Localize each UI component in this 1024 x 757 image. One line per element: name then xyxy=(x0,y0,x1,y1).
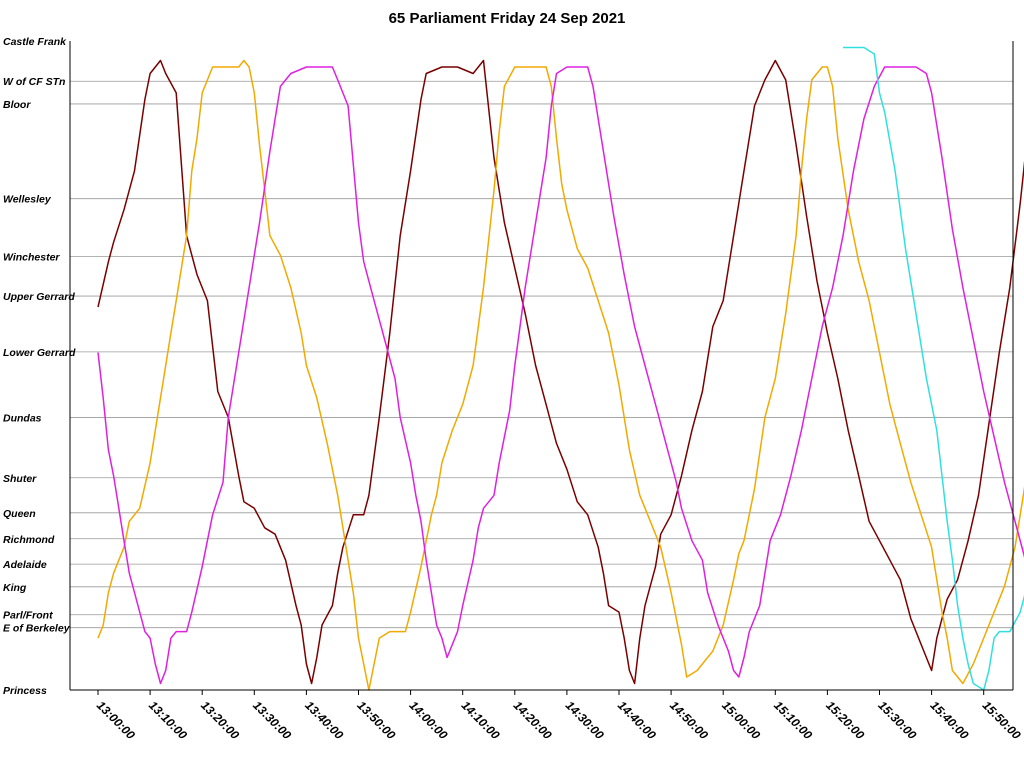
trip-line-magenta xyxy=(97,66,1024,685)
stop-label: Shuter xyxy=(3,473,37,485)
x-tick-label: 13:10:00 xyxy=(146,698,190,742)
trip-line-orange xyxy=(97,59,1024,691)
x-tick-label: 13:00:00 xyxy=(94,698,138,742)
x-tick-label: 15:10:00 xyxy=(771,698,815,742)
stop-label: Castle Frank xyxy=(3,36,67,48)
x-tick-label: 13:50:00 xyxy=(354,698,398,742)
stop-label: Lower Gerrard xyxy=(3,347,76,359)
x-tick-label: 14:40:00 xyxy=(615,698,659,742)
x-tick-label: 14:10:00 xyxy=(459,698,503,742)
stop-label: Richmond xyxy=(3,534,55,546)
stop-labels: Castle Frank W of CF STn Bloor Wellesley Win… xyxy=(2,36,76,697)
trip-line-cyan xyxy=(843,46,1024,691)
x-tick-label: 14:30:00 xyxy=(563,698,607,742)
x-tick-label: 15:30:00 xyxy=(875,698,919,742)
x-tick-label: 13:30:00 xyxy=(250,698,294,742)
stop-label: Winchester xyxy=(3,251,60,263)
stop-label: Bloor xyxy=(3,99,31,111)
stop-label: Queen xyxy=(3,508,36,520)
x-tick-label: 15:50:00 xyxy=(980,698,1024,742)
x-tick-label: 15:40:00 xyxy=(927,698,971,742)
stop-label: King xyxy=(3,582,27,594)
stop-label: Upper Gerrard xyxy=(3,291,75,303)
stop-label: Dundas xyxy=(3,412,42,424)
stop-label: Parl/Front xyxy=(3,610,53,622)
trip-line-brown xyxy=(97,59,1024,685)
x-tick-label: 14:20:00 xyxy=(511,698,555,742)
chart-frame xyxy=(69,41,1014,695)
trip-lines xyxy=(97,46,1024,691)
grid-lines xyxy=(70,80,1013,629)
x-tick-label: 14:50:00 xyxy=(667,698,711,742)
x-tick-label: 14:00:00 xyxy=(406,698,450,742)
x-tick-label: 13:20:00 xyxy=(198,698,242,742)
stop-label: Princess xyxy=(3,685,47,697)
x-tick-label: 13:40:00 xyxy=(302,698,346,742)
x-tick-label: 15:20:00 xyxy=(823,698,867,742)
stop-label: Wellesley xyxy=(3,194,52,206)
time-axis-labels: 13:00:00 13:10:00 13:20:00 13:30:00 13:40:00… xyxy=(94,698,1024,742)
stop-label: Adelaide xyxy=(2,559,47,571)
chart-title: 65 Parliament Friday 24 Sep 2021 xyxy=(389,10,626,27)
stop-label: W of CF STn xyxy=(3,76,65,88)
x-tick-label: 15:00:00 xyxy=(719,698,763,742)
stop-label: E of Berkeley xyxy=(3,623,71,635)
